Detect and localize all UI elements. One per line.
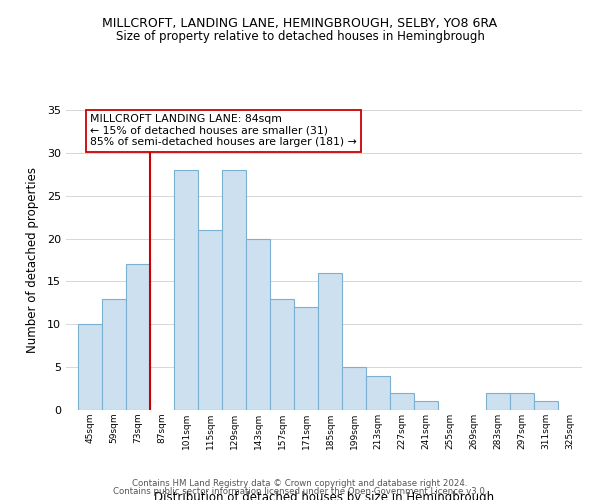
Text: Contains public sector information licensed under the Open Government Licence v3: Contains public sector information licen… [113, 487, 487, 496]
Text: MILLCROFT LANDING LANE: 84sqm
← 15% of detached houses are smaller (31)
85% of s: MILLCROFT LANDING LANE: 84sqm ← 15% of d… [90, 114, 357, 148]
Bar [415, 402, 437, 410]
X-axis label: Distribution of detached houses by size in Hemingbrough: Distribution of detached houses by size … [154, 491, 494, 500]
Bar [199, 230, 221, 410]
Bar [511, 393, 533, 410]
Bar [487, 393, 509, 410]
Text: Size of property relative to detached houses in Hemingbrough: Size of property relative to detached ho… [116, 30, 484, 43]
Bar [223, 170, 245, 410]
Text: Contains HM Land Registry data © Crown copyright and database right 2024.: Contains HM Land Registry data © Crown c… [132, 478, 468, 488]
Text: MILLCROFT, LANDING LANE, HEMINGBROUGH, SELBY, YO8 6RA: MILLCROFT, LANDING LANE, HEMINGBROUGH, S… [103, 18, 497, 30]
Y-axis label: Number of detached properties: Number of detached properties [26, 167, 38, 353]
Bar [391, 393, 413, 410]
Bar [343, 367, 365, 410]
Bar [247, 238, 269, 410]
Bar [295, 307, 317, 410]
Bar [79, 324, 101, 410]
Bar [319, 273, 341, 410]
Bar [535, 402, 557, 410]
Bar [127, 264, 149, 410]
Bar [367, 376, 389, 410]
Bar [175, 170, 197, 410]
Bar [271, 298, 293, 410]
Bar [103, 298, 125, 410]
